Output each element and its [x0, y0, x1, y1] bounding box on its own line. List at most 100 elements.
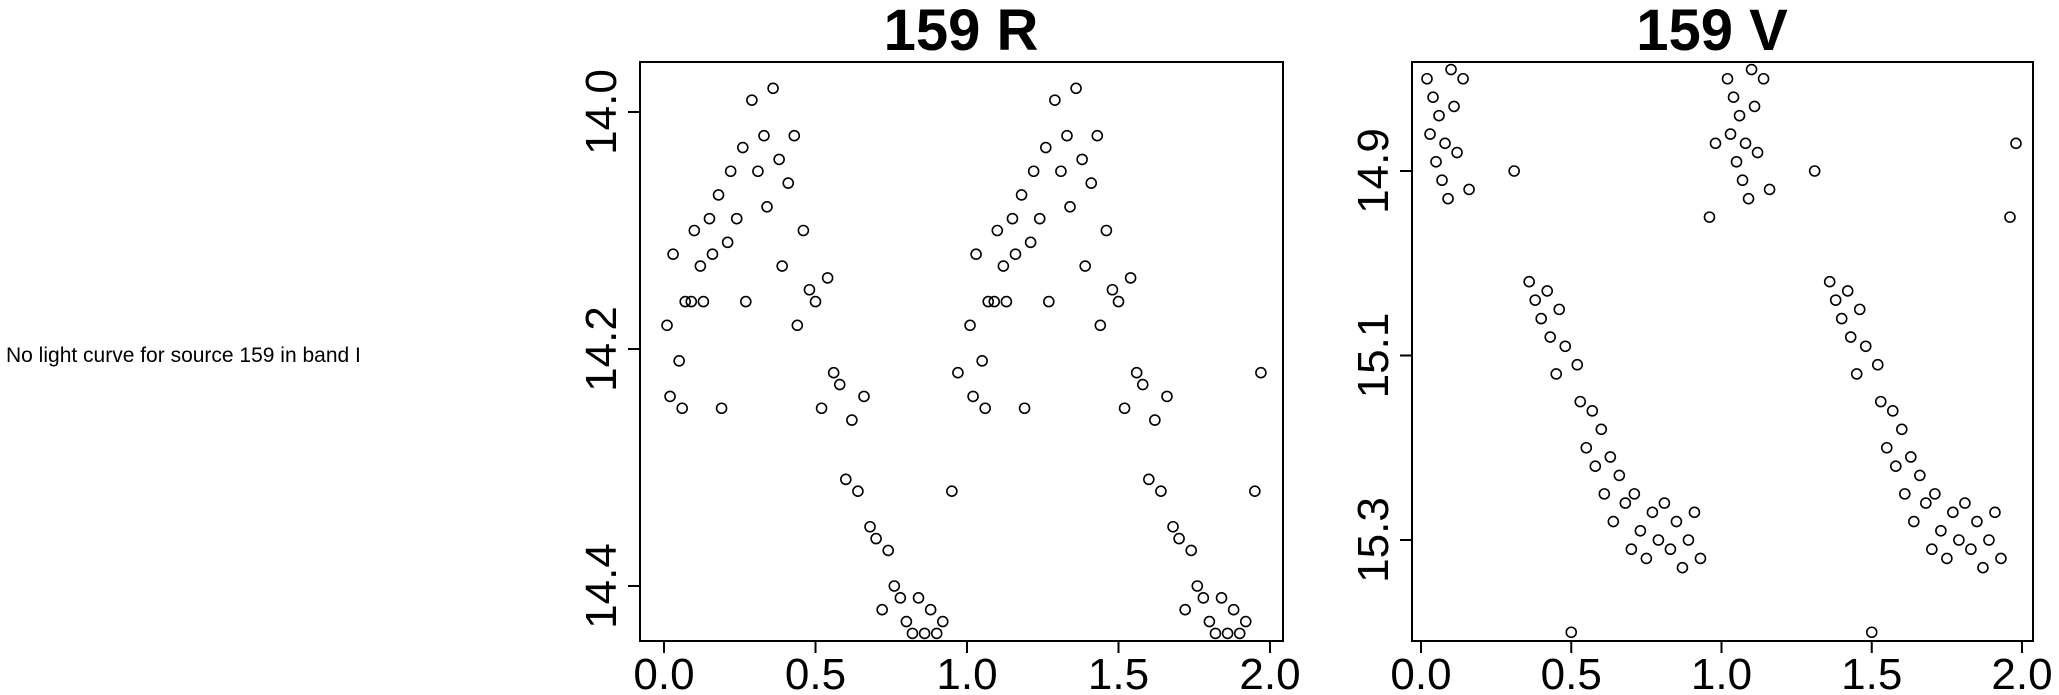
data-point — [1523, 275, 1535, 288]
data-point — [2010, 137, 2022, 150]
data-point — [1079, 260, 1091, 272]
data-point — [1463, 183, 1475, 196]
data-point — [979, 402, 991, 415]
data-point — [846, 414, 858, 426]
data-point — [976, 355, 988, 367]
data-point — [1433, 109, 1445, 122]
data-point — [1658, 497, 1671, 509]
data-point — [1508, 165, 1520, 177]
data-point — [1859, 340, 1872, 353]
data-point — [1959, 497, 1971, 509]
plot-box — [639, 61, 1284, 642]
data-point — [1197, 592, 1210, 604]
data-point — [1613, 469, 1626, 482]
data-point — [1889, 460, 1902, 473]
data-point — [1085, 177, 1098, 189]
data-point — [803, 283, 816, 296]
data-point — [1565, 626, 1578, 639]
data-point — [758, 129, 770, 142]
data-point — [1865, 626, 1878, 639]
data-point — [1829, 294, 1842, 306]
data-point — [852, 485, 864, 498]
data-point — [1161, 390, 1173, 403]
data-point — [930, 627, 943, 640]
data-point — [1965, 543, 1977, 556]
data-point — [679, 295, 692, 308]
data-point — [1529, 294, 1541, 306]
data-point — [894, 592, 907, 604]
data-point — [1983, 534, 1995, 546]
data-point — [1835, 312, 1848, 325]
data-point — [791, 319, 804, 332]
data-point — [1445, 63, 1457, 76]
data-point — [664, 390, 676, 403]
data-point — [1977, 561, 1989, 574]
data-point — [697, 295, 710, 308]
data-point — [1920, 497, 1932, 509]
data-point — [1039, 141, 1052, 154]
data-point — [1091, 129, 1104, 142]
data-point — [1203, 615, 1216, 628]
data-point — [1745, 63, 1758, 76]
data-point — [1742, 192, 1755, 205]
data-point — [912, 592, 925, 604]
data-point — [1185, 544, 1198, 557]
data-point — [688, 224, 701, 237]
data-point — [1751, 146, 1764, 159]
data-point — [1457, 72, 1469, 85]
data-point — [736, 141, 749, 154]
data-point — [946, 485, 958, 498]
data-point — [1874, 395, 1887, 408]
data-point — [797, 224, 810, 237]
data-point — [1559, 340, 1572, 353]
data-point — [1076, 153, 1088, 166]
data-point — [1064, 201, 1076, 213]
data-point — [858, 390, 870, 403]
data-point — [1149, 414, 1161, 426]
data-point — [1995, 552, 2007, 565]
data-point — [1823, 275, 1836, 288]
data-point — [1947, 506, 1959, 519]
data-point — [1604, 451, 1617, 463]
data-point — [1221, 627, 1234, 640]
data-point — [918, 627, 931, 640]
data-point — [1676, 561, 1689, 574]
data-point — [1136, 378, 1149, 391]
data-point — [1871, 358, 1884, 371]
data-point — [1000, 295, 1013, 308]
data-point — [1033, 212, 1046, 225]
data-point — [982, 295, 995, 308]
data-point — [1607, 515, 1620, 528]
data-point — [1625, 543, 1638, 556]
data-point — [740, 295, 752, 308]
chart-title-159V: 159 V — [1636, 0, 1788, 63]
data-point — [761, 201, 773, 213]
data-point — [1580, 441, 1593, 454]
data-point — [1733, 109, 1746, 122]
data-point — [1703, 211, 1716, 223]
data-point — [694, 260, 707, 272]
data-point — [809, 295, 822, 308]
data-point — [1880, 441, 1893, 454]
data-point — [1430, 155, 1442, 168]
data-point — [964, 319, 976, 332]
data-point — [1018, 402, 1031, 415]
data-point — [1763, 183, 1776, 196]
data-point — [997, 260, 1010, 272]
data-point — [782, 177, 795, 189]
data-point — [1971, 515, 1983, 528]
data-point — [1619, 497, 1632, 509]
data-point — [1094, 319, 1107, 332]
scatter-chart-159R: 0.0 0.5 1.0 1.5 2.0 14.0 14.2 14.4 — [577, 61, 1301, 695]
data-point — [1941, 552, 1953, 565]
data-point — [1571, 358, 1584, 371]
x-axis-tick-label: 2.0 — [1239, 650, 1300, 695]
y-axis-tick-label: 14.0 — [577, 69, 626, 155]
scatter-chart-159V: 0.0 0.5 1.0 1.5 2.0 14.9 15.1 15.3 — [1349, 61, 2053, 695]
data-point — [712, 189, 725, 201]
data-point — [1598, 488, 1611, 500]
data-point — [1006, 212, 1019, 225]
data-point — [815, 402, 828, 415]
data-point — [900, 615, 913, 628]
data-point — [1427, 91, 1439, 103]
